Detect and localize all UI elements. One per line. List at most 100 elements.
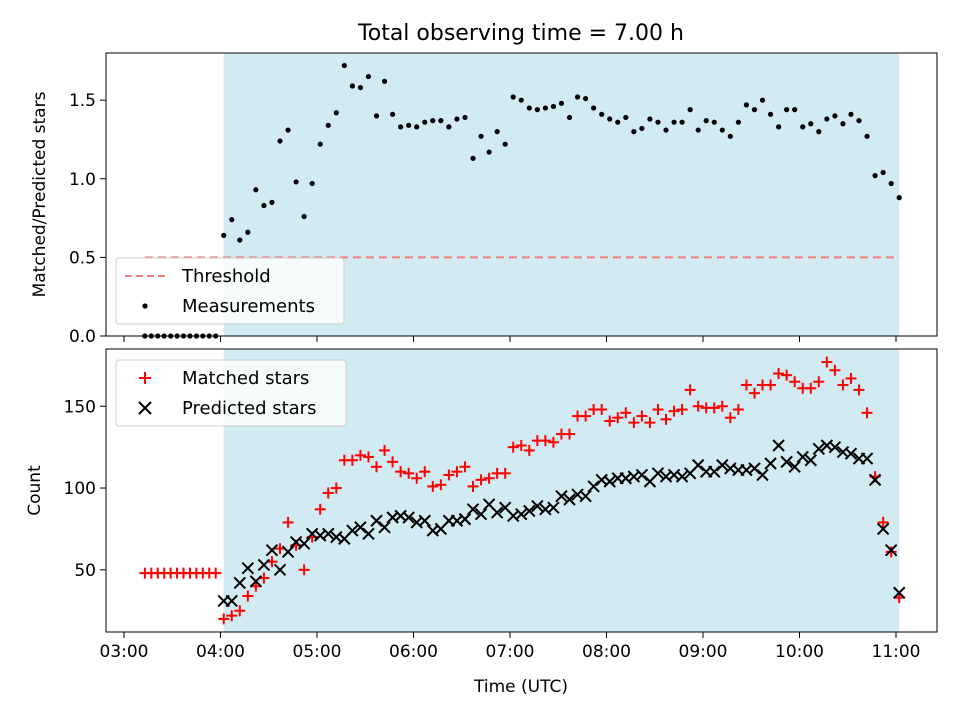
predicted-star-stroke-b [474,508,488,521]
matched-star-point [298,564,310,576]
predicted-star-stroke-b [748,462,761,475]
measurement-point [357,84,364,91]
predicted-star-stroke-b [772,439,785,452]
matched-star-point [371,461,383,473]
measurement-point [510,94,516,100]
matched-star-point [395,466,407,478]
measurement-point [389,111,396,117]
x-tick-label: 08:00 [582,642,631,662]
predicted-star-stroke-b [458,512,472,526]
predicted-star-stroke-b [225,594,238,608]
predicted-star-stroke-b [523,504,536,518]
predicted-star-stroke-b [828,440,842,454]
predicted-star-point [812,442,826,455]
matched-star-point [620,407,632,419]
predicted-star-point [490,506,504,519]
predicted-star-point [402,511,415,524]
x-tick-label: 03:00 [100,642,149,662]
predicted-star-stroke-b [241,561,255,575]
matched-star-point [845,372,857,384]
predicted-star-point [265,544,279,557]
predicted-star-stroke-b [450,514,464,527]
measurement-point [381,78,388,84]
matched-star-point [636,410,648,422]
matched-star-point [668,405,680,417]
bottom-axes-frame [105,348,938,633]
predicted-star-stroke-b [531,499,544,513]
predicted-star-stroke-b [346,524,359,537]
matched-star-point [813,376,825,388]
predicted-star-stroke-b [619,472,633,485]
predicted-star-stroke-b [756,468,769,482]
measurement-point [784,107,790,113]
predicted-star-stroke-b [515,508,528,521]
matched-star-point [451,466,463,478]
measurement-point [848,111,854,117]
predicted-star-stroke-b [796,450,809,464]
measurement-point [285,127,291,133]
predicted-star-point [772,439,785,452]
predicted-star-point [716,458,729,472]
matched-star-point [362,451,374,463]
predicted-star-stroke-b [893,586,906,599]
predicted-star-point [233,576,247,590]
matched-star-point [861,407,873,419]
matched-star-point [644,417,656,429]
measurement-point [502,141,508,147]
matched-star-point [805,382,817,394]
predicted-star-stroke-b [539,503,552,516]
matched-star-point [515,440,527,452]
predicted-star-stroke-b [716,458,729,472]
predicted-star-stroke-b [233,576,247,590]
y-tick-label: 100 [64,479,96,499]
predicted-star-stroke-b [281,545,295,559]
top-y-axis-label: Matched/Predicted stars [30,91,50,297]
predicted-star-stroke-b [466,503,480,516]
matched-star-point [539,435,551,447]
legend-matched-label: Matched stars [182,368,309,389]
matched-star-point [403,467,415,479]
predicted-star-stroke-b [651,467,665,480]
measurement-point [558,100,565,106]
matched-star-point [354,449,366,461]
predicted-star-stroke-b [482,498,496,511]
predicted-star-stroke-b [410,516,423,529]
matched-star-point [435,479,447,491]
matched-star-point [692,400,704,412]
matched-star-point [322,487,334,499]
predicted-star-point [579,490,592,503]
predicted-star-point [860,452,874,465]
measurement-point [856,118,862,124]
y-tick-label: 0.5 [69,248,96,268]
measurement-point [542,105,548,111]
predicted-star-point [474,508,488,521]
chart-title: Total observing time = 7.00 h [357,21,684,46]
matched-star-point [330,482,342,494]
measurement-point [639,125,645,132]
measurement-point [832,113,838,119]
predicted-star-point [884,544,898,557]
measurement-point [462,114,468,121]
measurement-point [269,199,275,205]
measurement-point [631,129,637,135]
measurement-point [341,62,347,69]
predicted-star-stroke-b [490,506,504,519]
predicted-star-point [257,558,271,572]
matched-star-point [443,469,455,481]
top-legend: Threshold Measurements [115,257,345,325]
predicted-star-stroke-b [354,521,367,534]
predicted-star-stroke-b [547,501,560,514]
measurement-point [566,114,573,121]
measurement-point [582,95,589,102]
matched-star-point [483,472,495,484]
matched-star-point [708,402,720,414]
matched-star-point [459,461,471,473]
matched-star-point [218,613,230,625]
predicted-star-point [523,504,536,518]
measurement-point [574,94,581,100]
measurement-point [325,122,331,128]
predicted-star-stroke-b [876,522,890,536]
matched-star-point [427,480,439,492]
measurement-point [615,119,621,125]
matched-star-point [282,516,294,528]
